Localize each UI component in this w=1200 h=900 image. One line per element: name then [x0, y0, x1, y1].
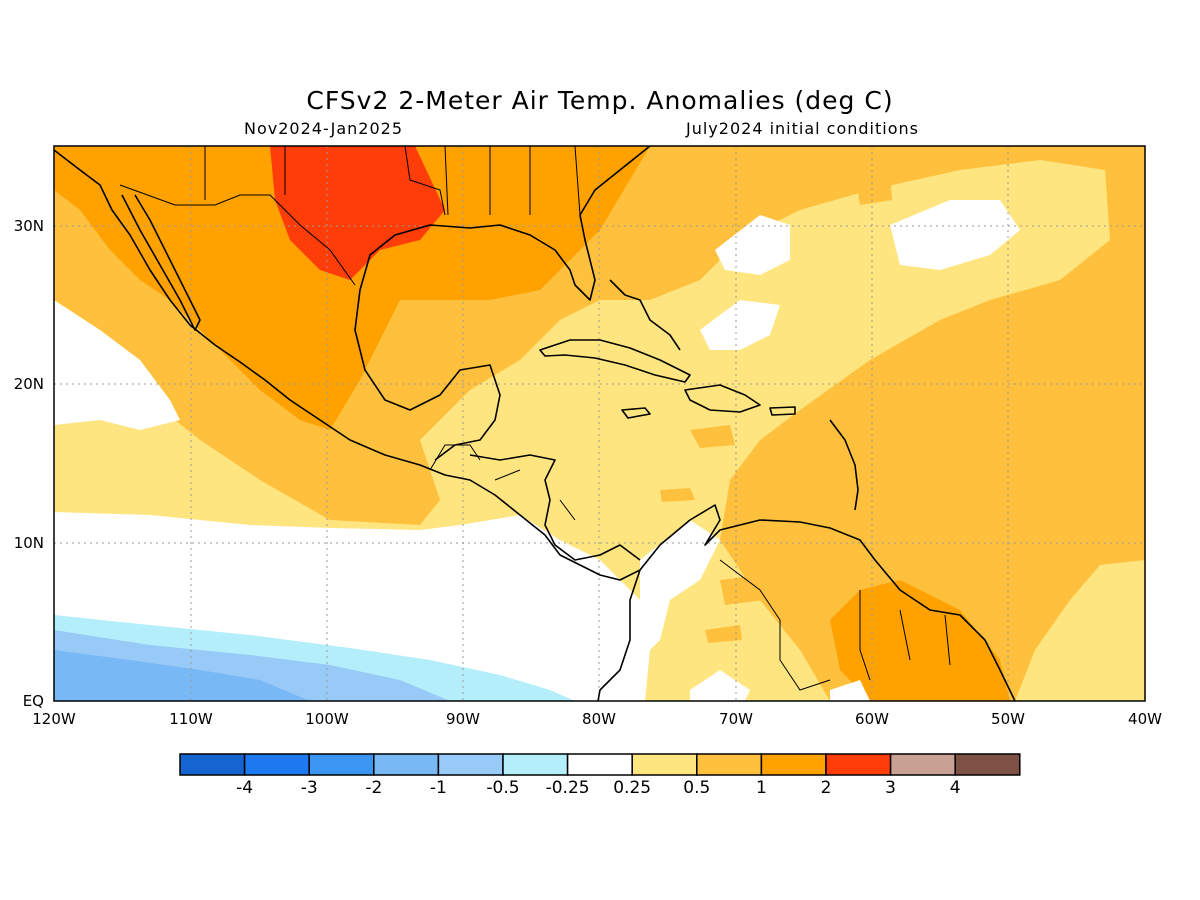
coastline-south-america: [597, 504, 1016, 702]
border-south-america: [719, 559, 951, 691]
coastline-lesser-antilles: [829, 419, 859, 511]
colorbar-swatch: [696, 753, 763, 776]
longitude-labels: 120W 110W 100W 90W 80W 70W 60W 50W 40W: [32, 710, 1162, 728]
neutral-region-south: [690, 670, 870, 701]
colorbar-label: 1: [756, 778, 767, 798]
colorbar-label: 0.25: [613, 778, 651, 798]
neutral-region-pacific-north: [54, 300, 180, 430]
lon-label: 100W: [305, 710, 349, 728]
lat-label: 10N: [14, 534, 44, 552]
lon-label: 60W: [855, 710, 889, 728]
anomaly-layer-1: [54, 146, 650, 430]
coastline-gulf: [354, 145, 651, 461]
coastline-bahamas: [609, 279, 681, 351]
lon-label: 110W: [169, 710, 213, 728]
coastline-cuba: [539, 339, 691, 383]
colorbar-swatch: [243, 753, 310, 776]
colorbar-label: 2: [821, 778, 832, 798]
colorbar-label: -3: [301, 778, 318, 798]
neutral-region-atlantic-3: [700, 300, 780, 350]
colorbar-label: 4: [950, 778, 961, 798]
lon-label: 70W: [719, 710, 753, 728]
colorbar-swatch: [179, 753, 246, 776]
coastline-jamaica: [621, 407, 651, 419]
colorbar-label: 0.5: [683, 778, 710, 798]
forecast-period: Nov2024-Jan2025: [244, 119, 403, 138]
coastline-central-america-caribbean: [469, 454, 641, 561]
colorbar-label: 3: [885, 778, 896, 798]
initial-conditions: July2024 initial conditions: [686, 119, 919, 138]
colorbar-swatch: [889, 753, 956, 776]
colorbar-label: -0.5: [486, 778, 519, 798]
colorbar-label: -2: [365, 778, 382, 798]
colorbar-swatch: [308, 753, 375, 776]
coastline-hispaniola: [684, 384, 761, 413]
colorbar-swatch: [631, 753, 698, 776]
colorbar-label: -0.25: [546, 778, 590, 798]
lat-label: EQ: [23, 692, 44, 710]
colorbar-label: -1: [430, 778, 447, 798]
coastline-baja: [121, 194, 201, 331]
lat-label: 20N: [14, 375, 44, 393]
anomaly-layer-0.5-east: [560, 146, 1145, 701]
anomaly-layer-neg-1: [54, 650, 310, 701]
lat-label: 30N: [14, 217, 44, 235]
colorbar-swatch: [373, 753, 440, 776]
neutral-region-atlantic-2: [890, 200, 1020, 270]
lon-label: 80W: [582, 710, 616, 728]
anomaly-field: [54, 146, 1145, 701]
map-title: CFSv2 2-Meter Air Temp. Anomalies (deg C…: [306, 86, 894, 115]
gridlines: [54, 146, 1145, 701]
neutral-region-colombia: [640, 520, 720, 660]
colorbar-swatch: [566, 753, 633, 776]
coastline-north-america: [53, 149, 641, 581]
lon-label: 40W: [1128, 710, 1162, 728]
colorbar-swatch: [502, 753, 569, 776]
border-us-states: [204, 145, 581, 216]
political-borders: [119, 145, 951, 691]
colorbar-swatch: [437, 753, 504, 776]
colorbar: -4 -3 -2 -1 -0.5 -0.25 0.25 0.5 1 2 3 4: [179, 753, 1021, 798]
anomaly-layer-2: [270, 146, 445, 280]
colorbar-swatch: [760, 753, 827, 776]
lon-label: 120W: [32, 710, 76, 728]
colorbar-label: -4: [236, 778, 253, 798]
coastlines: [53, 145, 1016, 702]
map-frame: [53, 145, 1146, 702]
latitude-labels: 30N 20N 10N EQ: [14, 217, 44, 710]
anomaly-layer-1-sa: [830, 580, 1010, 701]
colorbar-swatch: [954, 753, 1021, 776]
neutral-region-atlantic-1: [715, 215, 790, 275]
lon-label: 50W: [991, 710, 1025, 728]
colorbar-swatch: [825, 753, 892, 776]
coastline-puerto-rico: [769, 406, 796, 416]
lon-label: 90W: [446, 710, 480, 728]
border-us-mexico: [119, 184, 356, 286]
border-central-america: [429, 444, 576, 521]
